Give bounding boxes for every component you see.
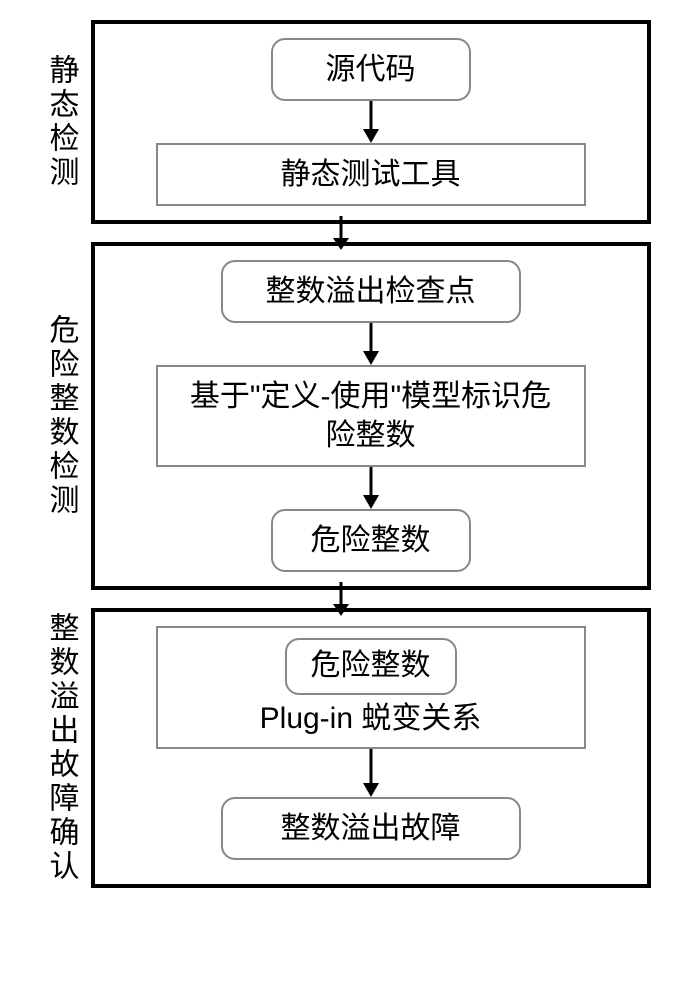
node-risk-integer: 危险整数: [271, 509, 471, 572]
section-confirm: 整数溢出故障确认 危险整数 Plug-in 蜕变关系 整数溢出故障: [31, 608, 651, 888]
node-checkpoint: 整数溢出检查点: [221, 260, 521, 323]
section-label-confirm: 整数溢出故障确认: [31, 608, 91, 888]
section-connector: [31, 224, 651, 242]
node-overflow-fault: 整数溢出故障: [221, 797, 521, 860]
node-static-tool: 静态测试工具: [156, 143, 586, 206]
section-static: 静态检测 源代码 静态测试工具: [31, 20, 651, 224]
section-risk: 危险整数检测 整数溢出检查点 基于"定义-使用"模型标识危险整数 危险整数: [31, 242, 651, 590]
node-risk-integer-inner: 危险整数: [285, 638, 457, 695]
arrow-icon: [359, 467, 383, 509]
node-source-code: 源代码: [271, 38, 471, 101]
arrow-icon: [359, 323, 383, 365]
flowchart: 静态检测 源代码 静态测试工具 危险整数检测 整数溢出检查点 基于"定义-使用"…: [20, 20, 661, 888]
section-label-risk: 危险整数检测: [31, 242, 91, 590]
composite-caption: Plug-in 蜕变关系: [158, 699, 584, 740]
arrow-icon: [359, 101, 383, 143]
section-connector: [31, 590, 651, 608]
section-box-static: 源代码 静态测试工具: [91, 20, 651, 224]
arrow-icon: [359, 749, 383, 797]
section-label-static: 静态检测: [31, 20, 91, 224]
node-def-use: 基于"定义-使用"模型标识危险整数: [156, 365, 586, 467]
section-box-confirm: 危险整数 Plug-in 蜕变关系 整数溢出故障: [91, 608, 651, 888]
node-composite-plugin: 危险整数 Plug-in 蜕变关系: [156, 626, 586, 749]
section-box-risk: 整数溢出检查点 基于"定义-使用"模型标识危险整数 危险整数: [91, 242, 651, 590]
